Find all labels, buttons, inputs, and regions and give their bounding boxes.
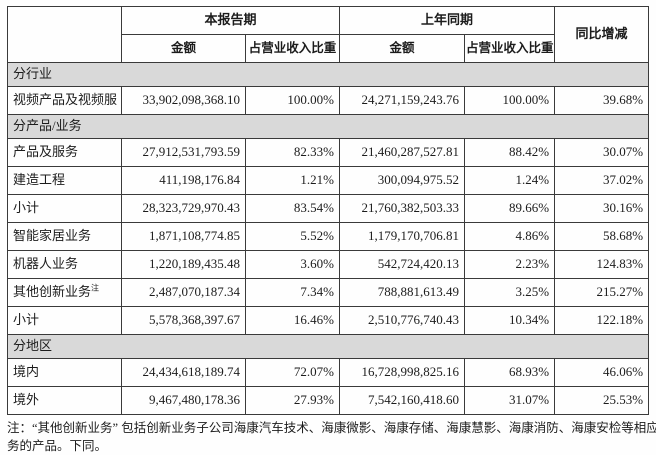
cell-current-pct: 1.21% [244,166,341,195]
cell-current-pct: 82.33% [244,138,341,167]
table-row-construction: 建造工程 411,198,176.84 1.21% 300,094,975.52… [7,166,650,195]
row-label-text: 其他创新业务 [13,284,92,300]
cell-prior-amount: 24,271,159,243.76 [339,86,466,115]
cell-current-pct: 7.34% [244,278,341,307]
cell-prior-amount: 16,728,998,825.16 [339,358,466,387]
header-prior-amount: 金额 [339,34,466,63]
cell-current-amount: 27,912,531,793.59 [121,138,246,167]
footnote-marker: 注 [91,283,100,293]
row-label: 机器人业务 [7,250,122,279]
table-row-video: 视频产品及视频服 33,902,098,368.10 100.00% 24,27… [7,86,650,115]
section-row-product: 分产品/业务 [6,114,650,139]
cell-yoy: 37.02% [554,166,650,195]
row-label: 境内 [7,358,122,387]
cell-yoy: 124.83% [554,250,650,279]
row-label: 其他创新业务注 [7,278,122,307]
row-label: 境外 [7,386,122,415]
section-label: 分地区 [6,334,650,359]
table-row-subtotal-main: 小计 28,323,729,970.43 83.54% 21,760,382,5… [7,194,650,223]
cell-current-amount: 28,323,729,970.43 [121,194,246,223]
table-row-domestic: 境内 24,434,618,189.74 72.07% 16,728,998,8… [7,358,650,387]
header-row-periods: 本报告期 上年同期 同比增减 [7,6,650,63]
header-yoy-change: 同比增减 [554,6,650,63]
cell-yoy: 25.53% [554,386,650,415]
cell-yoy: 30.16% [554,194,650,223]
cell-prior-amount: 7,542,160,418.60 [339,386,466,415]
cell-current-amount: 9,467,480,178.36 [121,386,246,415]
table-row-robotics: 机器人业务 1,220,189,435.48 3.60% 542,724,420… [7,250,650,279]
cell-current-amount: 2,487,070,187.34 [121,278,246,307]
cell-prior-pct: 2.23% [464,250,556,279]
row-label: 小计 [7,306,122,335]
cell-current-pct: 16.46% [244,306,341,335]
header-current-pct: 占营业收入比重 [244,34,341,63]
cell-prior-pct: 100.00% [464,86,556,115]
cell-yoy: 215.27% [554,278,650,307]
cell-prior-amount: 300,094,975.52 [339,166,466,195]
table-row-smart-home: 智能家居业务 1,871,108,774.85 5.52% 1,179,170,… [7,222,650,251]
cell-current-amount: 5,578,368,397.67 [121,306,246,335]
cell-current-amount: 24,434,618,189.74 [121,358,246,387]
cell-current-pct: 100.00% [244,86,341,115]
cell-prior-pct: 10.34% [464,306,556,335]
cell-yoy: 46.06% [554,358,650,387]
cell-current-amount: 1,220,189,435.48 [121,250,246,279]
header-row-measures: 金额 占营业收入比重 金额 占营业收入比重 [8,34,649,63]
cell-yoy: 58.68% [554,222,650,251]
cell-yoy: 30.07% [554,138,650,167]
cell-prior-amount: 21,460,287,527.81 [339,138,466,167]
footnote-line-1: 注：“其他创新业务” 包括创新业务子公司海康汽车技术、海康微影、海康存储、海康慧… [7,421,656,435]
cell-current-pct: 72.07% [244,358,341,387]
cell-prior-pct: 68.93% [464,358,556,387]
cell-yoy: 39.68% [554,86,650,115]
cell-prior-pct: 1.24% [464,166,556,195]
revenue-breakdown-table: 本报告期 上年同期 同比增减 金额 占营业收入比重 金额 占营业收入比重 分行业… [6,6,650,415]
table-row-other-innovation: 其他创新业务注 2,487,070,187.34 7.34% 788,881,6… [7,278,650,307]
cell-prior-pct: 31.07% [464,386,556,415]
cell-prior-pct: 89.66% [464,194,556,223]
footnote: 注：“其他创新业务” 包括创新业务子公司海康汽车技术、海康微影、海康存储、海康慧… [7,419,656,455]
cell-current-pct: 83.54% [244,194,341,223]
section-label: 分行业 [6,62,650,87]
cell-prior-amount: 788,881,613.49 [339,278,466,307]
row-label: 产品及服务 [7,138,122,167]
cell-current-pct: 3.60% [244,250,341,279]
section-row-region: 分地区 [6,334,650,359]
header-prior-pct: 占营业收入比重 [464,34,556,63]
cell-current-amount: 411,198,176.84 [121,166,246,195]
cell-prior-pct: 3.25% [464,278,556,307]
cell-yoy: 122.18% [554,306,650,335]
cell-prior-amount: 21,760,382,503.33 [339,194,466,223]
header-current-amount: 金额 [121,34,246,63]
section-label: 分产品/业务 [6,114,650,139]
row-label: 智能家居业务 [7,222,122,251]
cell-current-amount: 1,871,108,774.85 [121,222,246,251]
header-prior-period: 上年同期 [339,6,556,35]
cell-prior-amount: 2,510,776,740.43 [339,306,466,335]
row-label: 小计 [7,194,122,223]
table-row-products-services: 产品及服务 27,912,531,793.59 82.33% 21,460,28… [7,138,650,167]
cell-prior-pct: 4.86% [464,222,556,251]
footnote-line-2: 务的产品。下同。 [7,439,108,453]
cell-current-pct: 5.52% [244,222,341,251]
row-label: 建造工程 [7,166,122,195]
table-row-overseas: 境外 9,467,480,178.36 27.93% 7,542,160,418… [7,386,650,415]
table-header: 本报告期 上年同期 同比增减 金额 占营业收入比重 金额 占营业收入比重 [7,6,650,63]
corner-cell [7,6,122,63]
table-row-subtotal-innovation: 小计 5,578,368,397.67 16.46% 2,510,776,740… [7,306,650,335]
table-body: 分行业 视频产品及视频服 33,902,098,368.10 100.00% 2… [6,62,650,415]
row-label: 视频产品及视频服 [7,86,122,115]
section-row-industry: 分行业 [6,62,650,87]
cell-prior-amount: 542,724,420.13 [339,250,466,279]
header-current-period: 本报告期 [120,6,341,35]
cell-current-pct: 27.93% [244,386,341,415]
cell-prior-amount: 1,179,170,706.81 [339,222,466,251]
cell-current-amount: 33,902,098,368.10 [121,86,246,115]
cell-prior-pct: 88.42% [464,138,556,167]
